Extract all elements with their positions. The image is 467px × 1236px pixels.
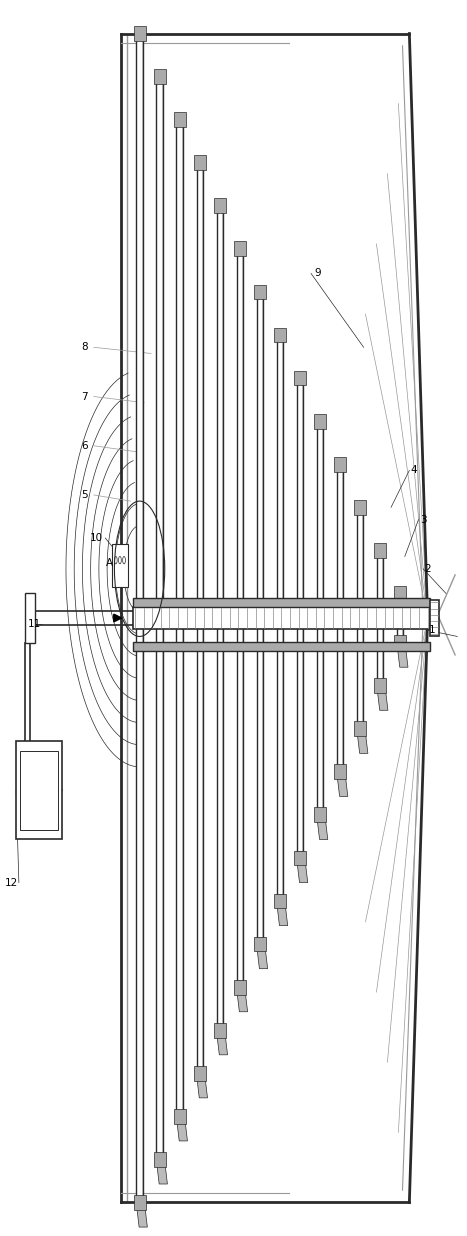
Bar [234, 241, 246, 256]
Bar [217, 206, 223, 1030]
Bar [274, 328, 286, 342]
Text: 4: 4 [410, 465, 417, 476]
Polygon shape [176, 1110, 187, 1141]
Polygon shape [216, 1025, 227, 1054]
Bar [134, 26, 146, 41]
Text: 10: 10 [90, 533, 103, 543]
Text: 9: 9 [315, 268, 321, 278]
Bar [237, 248, 243, 988]
Polygon shape [356, 723, 368, 754]
Bar [20, 751, 58, 829]
Polygon shape [276, 895, 288, 926]
Bar [16, 742, 62, 839]
Bar [214, 1023, 226, 1037]
Bar [197, 163, 203, 1073]
Polygon shape [336, 765, 348, 796]
Text: 7: 7 [81, 392, 88, 402]
Bar [174, 112, 185, 127]
Bar [257, 292, 263, 944]
Bar [297, 378, 303, 858]
Text: 8: 8 [81, 342, 88, 352]
Text: 3: 3 [420, 514, 426, 524]
Polygon shape [376, 680, 388, 711]
Bar [174, 1109, 185, 1124]
Bar [314, 807, 326, 822]
Polygon shape [236, 981, 248, 1012]
Polygon shape [396, 637, 408, 667]
Bar [357, 507, 363, 729]
Bar [154, 69, 166, 84]
Bar [133, 643, 430, 651]
Bar [374, 543, 386, 557]
Bar [294, 371, 306, 386]
Text: 1: 1 [429, 625, 436, 635]
Bar [154, 1152, 166, 1167]
Bar [277, 335, 283, 901]
Bar [394, 635, 406, 650]
Polygon shape [296, 852, 308, 883]
Bar [133, 607, 430, 629]
Bar [377, 550, 383, 686]
Bar [194, 1065, 205, 1080]
Bar [254, 937, 266, 952]
Bar [234, 980, 246, 995]
Bar [25, 593, 35, 643]
Text: A: A [106, 557, 113, 567]
Polygon shape [316, 808, 328, 839]
Bar [334, 764, 346, 779]
Bar [374, 679, 386, 693]
Circle shape [119, 556, 121, 564]
Bar [136, 33, 143, 1203]
Circle shape [123, 556, 126, 564]
Bar [337, 465, 343, 771]
Bar [214, 199, 226, 213]
Bar [334, 457, 346, 472]
Bar [112, 544, 128, 587]
Text: 2: 2 [425, 564, 431, 574]
Bar [194, 156, 205, 171]
Bar [177, 120, 183, 1116]
Bar [397, 593, 403, 643]
Bar [134, 1195, 146, 1210]
Text: 12: 12 [5, 878, 18, 887]
Bar [354, 722, 366, 737]
Text: 11: 11 [28, 619, 41, 629]
Polygon shape [256, 938, 268, 969]
Bar [254, 284, 266, 299]
Bar [314, 414, 326, 429]
Bar [274, 894, 286, 908]
Text: 6: 6 [81, 441, 88, 451]
Bar [317, 421, 323, 815]
Bar [354, 499, 366, 514]
Bar [294, 850, 306, 865]
Circle shape [114, 556, 117, 564]
Polygon shape [156, 1153, 167, 1184]
Bar [156, 77, 163, 1159]
Bar [133, 598, 430, 607]
Bar [430, 601, 439, 635]
Bar [394, 586, 406, 601]
Text: 5: 5 [81, 489, 88, 499]
Polygon shape [196, 1067, 207, 1098]
Polygon shape [135, 1196, 148, 1227]
